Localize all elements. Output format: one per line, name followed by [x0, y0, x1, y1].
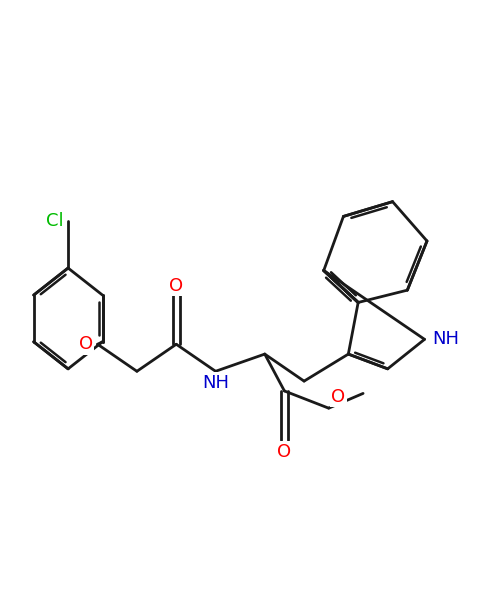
- Text: O: O: [78, 335, 92, 353]
- Text: Cl: Cl: [46, 212, 63, 230]
- Text: O: O: [331, 388, 345, 406]
- Text: NH: NH: [432, 331, 459, 349]
- Text: O: O: [169, 277, 184, 295]
- Text: NH: NH: [202, 374, 229, 392]
- Text: O: O: [278, 443, 291, 461]
